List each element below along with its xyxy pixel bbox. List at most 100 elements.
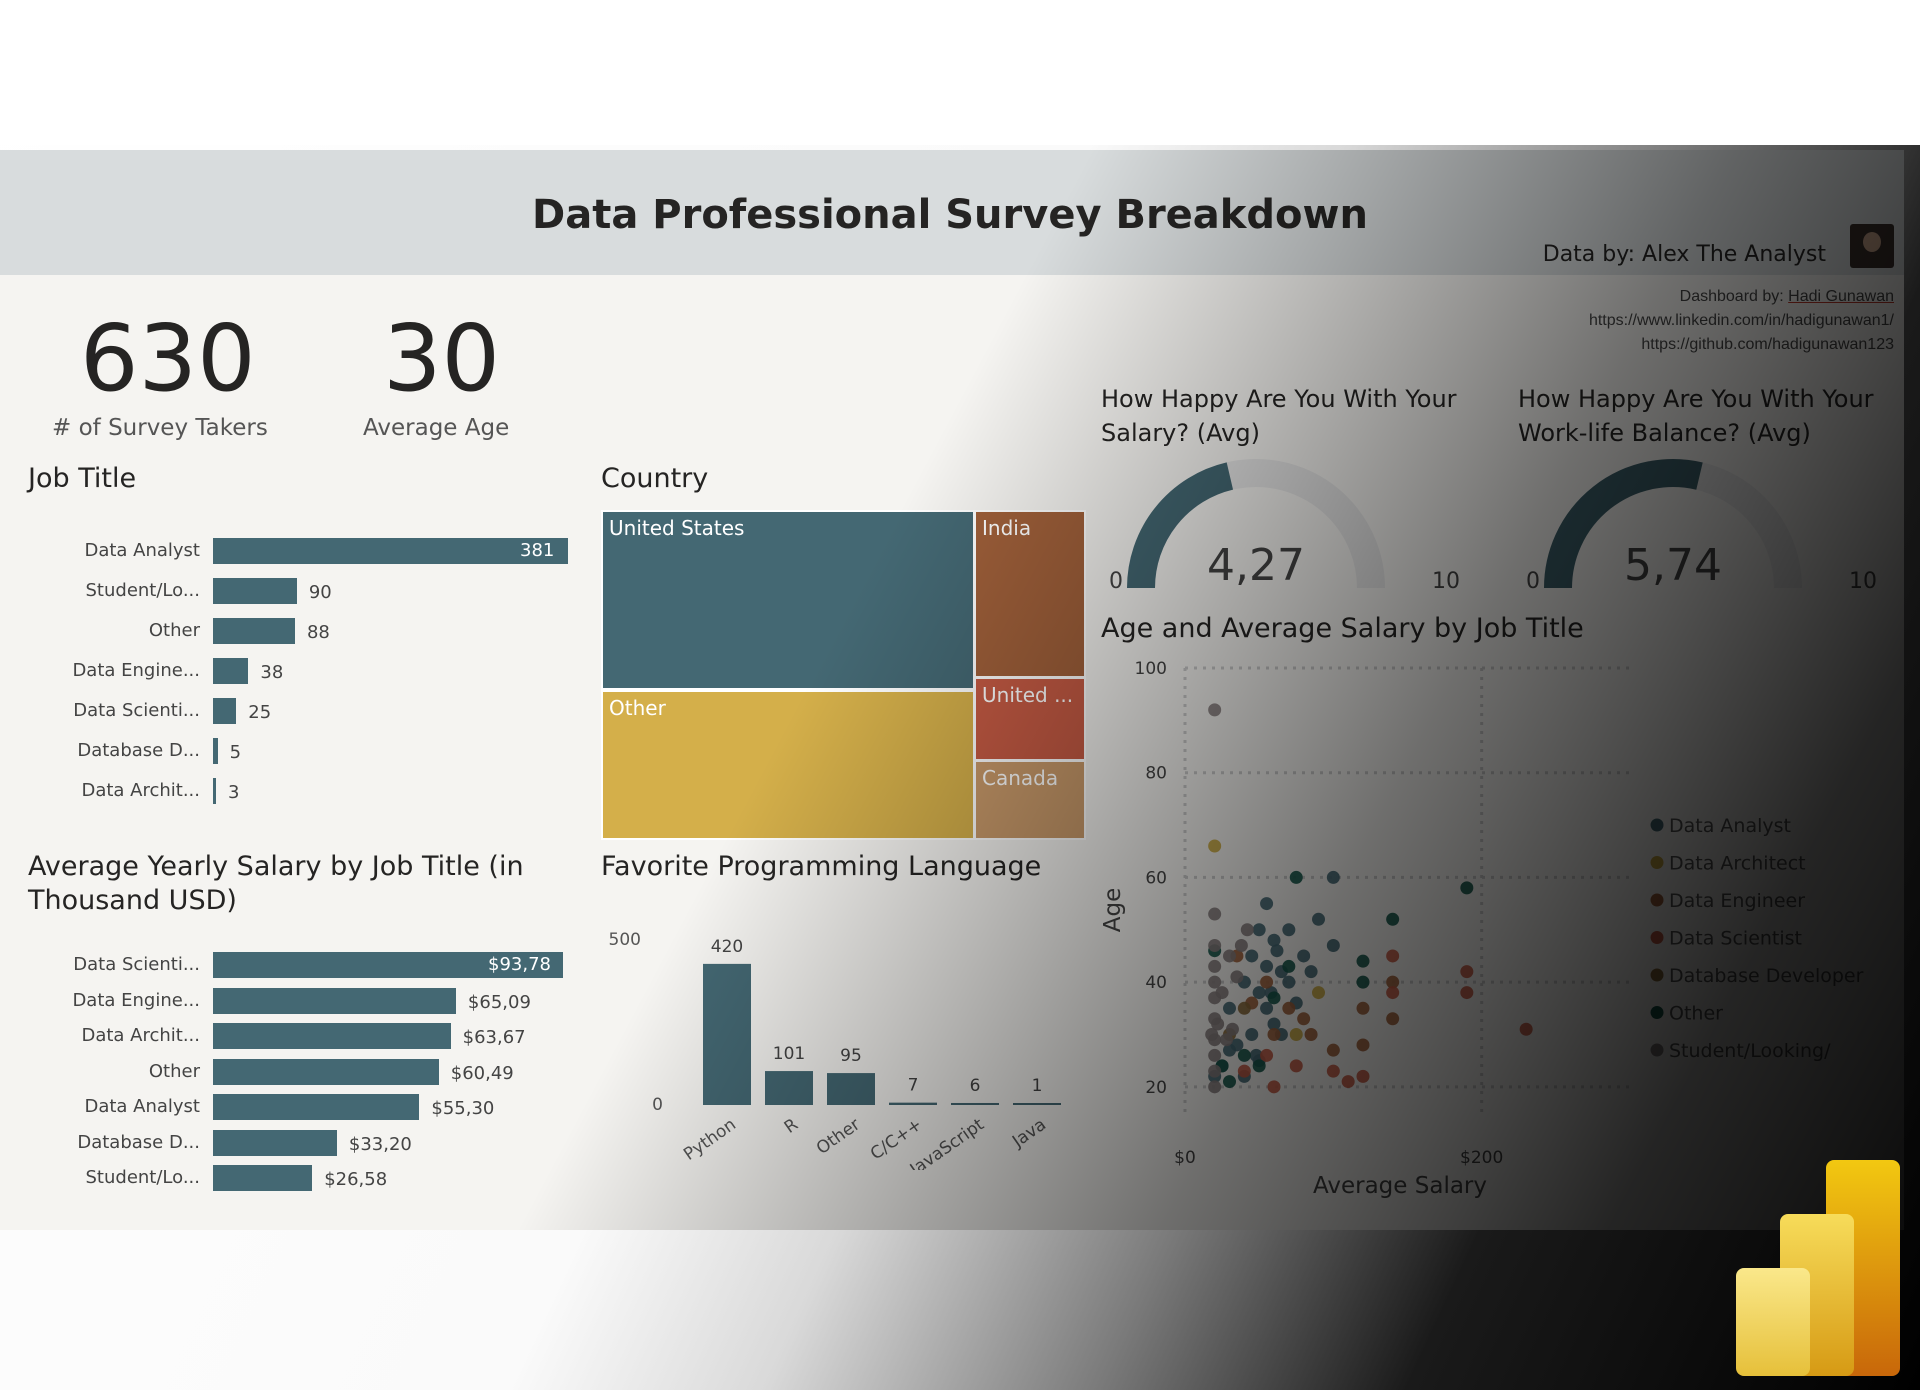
scatter-point <box>1356 954 1370 968</box>
job-title-bar <box>213 778 216 804</box>
scatter-title: Age and Average Salary by Job Title <box>1101 613 1584 644</box>
scatter-point <box>1267 1080 1281 1094</box>
gauge-min: 0 <box>1109 569 1123 590</box>
scatter-point <box>1252 1059 1266 1073</box>
gauge-value: 5,74 <box>1624 540 1722 590</box>
language-value: 95 <box>840 1046 862 1066</box>
job-title-bar <box>213 618 295 644</box>
scatter-point <box>1304 1027 1318 1041</box>
treemap-cell: United ... <box>974 677 1086 761</box>
scatter-point <box>1297 1012 1311 1026</box>
scatter-point <box>1208 1048 1222 1062</box>
scatter-point <box>1223 1075 1236 1089</box>
scatter-point <box>1208 975 1222 989</box>
salary-value: $93,78 <box>488 954 551 975</box>
language-value: 6 <box>970 1076 981 1096</box>
language-bar <box>951 1102 999 1105</box>
salary-chart-title: Average Yearly Salary by Job Title (in T… <box>28 851 524 916</box>
job-title-bar <box>213 738 218 764</box>
scatter-point <box>1356 1038 1370 1052</box>
scatter-point <box>1205 1027 1219 1041</box>
scatter-point <box>1312 986 1325 1000</box>
data-by-label: Data by: Alex The Analyst <box>1542 242 1826 267</box>
salary-value: $63,67 <box>462 1027 526 1048</box>
salary-bar <box>213 1058 439 1085</box>
github-link[interactable]: https://github.com/hadigunawan123 <box>1641 336 1894 353</box>
y-tick-label: 20 <box>1145 1078 1167 1098</box>
language-label: Python <box>680 1115 740 1165</box>
gauge-max: 10 <box>1849 569 1877 590</box>
scatter-point <box>1260 1001 1274 1015</box>
salary-value: $26,58 <box>324 1169 388 1190</box>
scatter-point <box>1208 959 1222 973</box>
scatter-point <box>1282 975 1296 989</box>
scatter-point <box>1237 1048 1251 1062</box>
salary-bar <box>213 1129 337 1156</box>
scatter-point <box>1252 986 1266 1000</box>
treemap-cell: Other <box>601 690 975 840</box>
salary-label: Data Archit... <box>81 1025 200 1046</box>
scatter-point <box>1225 1022 1239 1036</box>
page-title: Data Professional Survey Breakdown <box>532 192 1368 238</box>
scatter-point <box>1223 949 1236 963</box>
scatter-point <box>1386 949 1400 963</box>
legend-label: Other <box>1669 1003 1723 1025</box>
language-bar <box>1013 1103 1061 1105</box>
salary-bar <box>213 1165 313 1191</box>
scatter-point <box>1260 959 1274 973</box>
language-label: R <box>781 1115 802 1138</box>
dashboard-by-prefix: Dashboard by: <box>1679 288 1789 305</box>
linkedin-link[interactable]: https://www.linkedin.com/in/hadigunawan1… <box>1588 312 1894 329</box>
legend-label: Student/Looking/ <box>1669 1040 1831 1062</box>
y-tick-label: 60 <box>1145 868 1167 888</box>
y-axis-label: Age <box>1100 888 1126 932</box>
scatter-point <box>1312 912 1325 926</box>
scatter-point <box>1289 1027 1303 1041</box>
scatter-point <box>1289 870 1303 884</box>
language-value: 101 <box>773 1044 805 1064</box>
salary-value: $65,09 <box>467 991 531 1013</box>
salary-label: Database D... <box>77 1131 200 1153</box>
legend-label: Data Architect <box>1669 853 1806 875</box>
scatter-point <box>1356 1001 1370 1015</box>
salary-label: Data Scienti... <box>73 954 200 975</box>
scatter-point <box>1252 923 1266 937</box>
language-chart-title: Favorite Programming Language <box>601 851 1042 882</box>
scatter-point <box>1326 938 1340 952</box>
kpi-survey-takers-value: 630 <box>80 305 256 412</box>
scatter-point <box>1267 991 1281 1005</box>
scatter-point <box>1460 881 1474 895</box>
job-title-value: 5 <box>229 742 242 763</box>
language-label: Other <box>813 1115 864 1159</box>
scatter-point <box>1270 944 1284 958</box>
job-title-value: 90 <box>308 582 332 603</box>
job-title-value: 88 <box>306 622 330 643</box>
scatter-point <box>1519 1022 1533 1036</box>
legend-label: Data Engineer <box>1669 890 1805 912</box>
scatter-point <box>1326 1043 1340 1057</box>
job-title-bar <box>213 698 237 724</box>
dashboard: Data Professional Survey Breakdown Data … <box>0 150 1904 1230</box>
scatter-point <box>1386 986 1400 1000</box>
top-margin <box>0 0 1920 145</box>
scatter-point <box>1460 986 1474 1000</box>
legend-marker <box>1650 1006 1664 1019</box>
language-bar <box>703 963 751 1105</box>
scatter-point <box>1297 949 1311 963</box>
scatter-point <box>1208 938 1222 952</box>
dashboard-by-name[interactable]: Hadi Gunawan <box>1788 288 1894 305</box>
salary-value: $60,49 <box>450 1062 514 1084</box>
scatter-point <box>1223 1001 1236 1015</box>
scatter-point <box>1304 965 1318 979</box>
scatter-point <box>1230 970 1244 984</box>
salary-label: Data Engine... <box>72 989 200 1011</box>
scatter-chart: 100 80 60 40 20 $0 $200 Average Salary Age Data A… <box>1100 659 1864 1199</box>
job-title-label: Other <box>148 620 200 641</box>
legend-marker <box>1650 931 1664 944</box>
kpi-survey-takers-label: # of Survey Takers <box>52 415 268 441</box>
job-title-value: 3 <box>228 782 240 803</box>
scatter-point <box>1234 938 1248 952</box>
legend-marker <box>1650 818 1664 832</box>
job-title-value: 25 <box>248 702 272 723</box>
gauge-min: 0 <box>1526 569 1540 590</box>
